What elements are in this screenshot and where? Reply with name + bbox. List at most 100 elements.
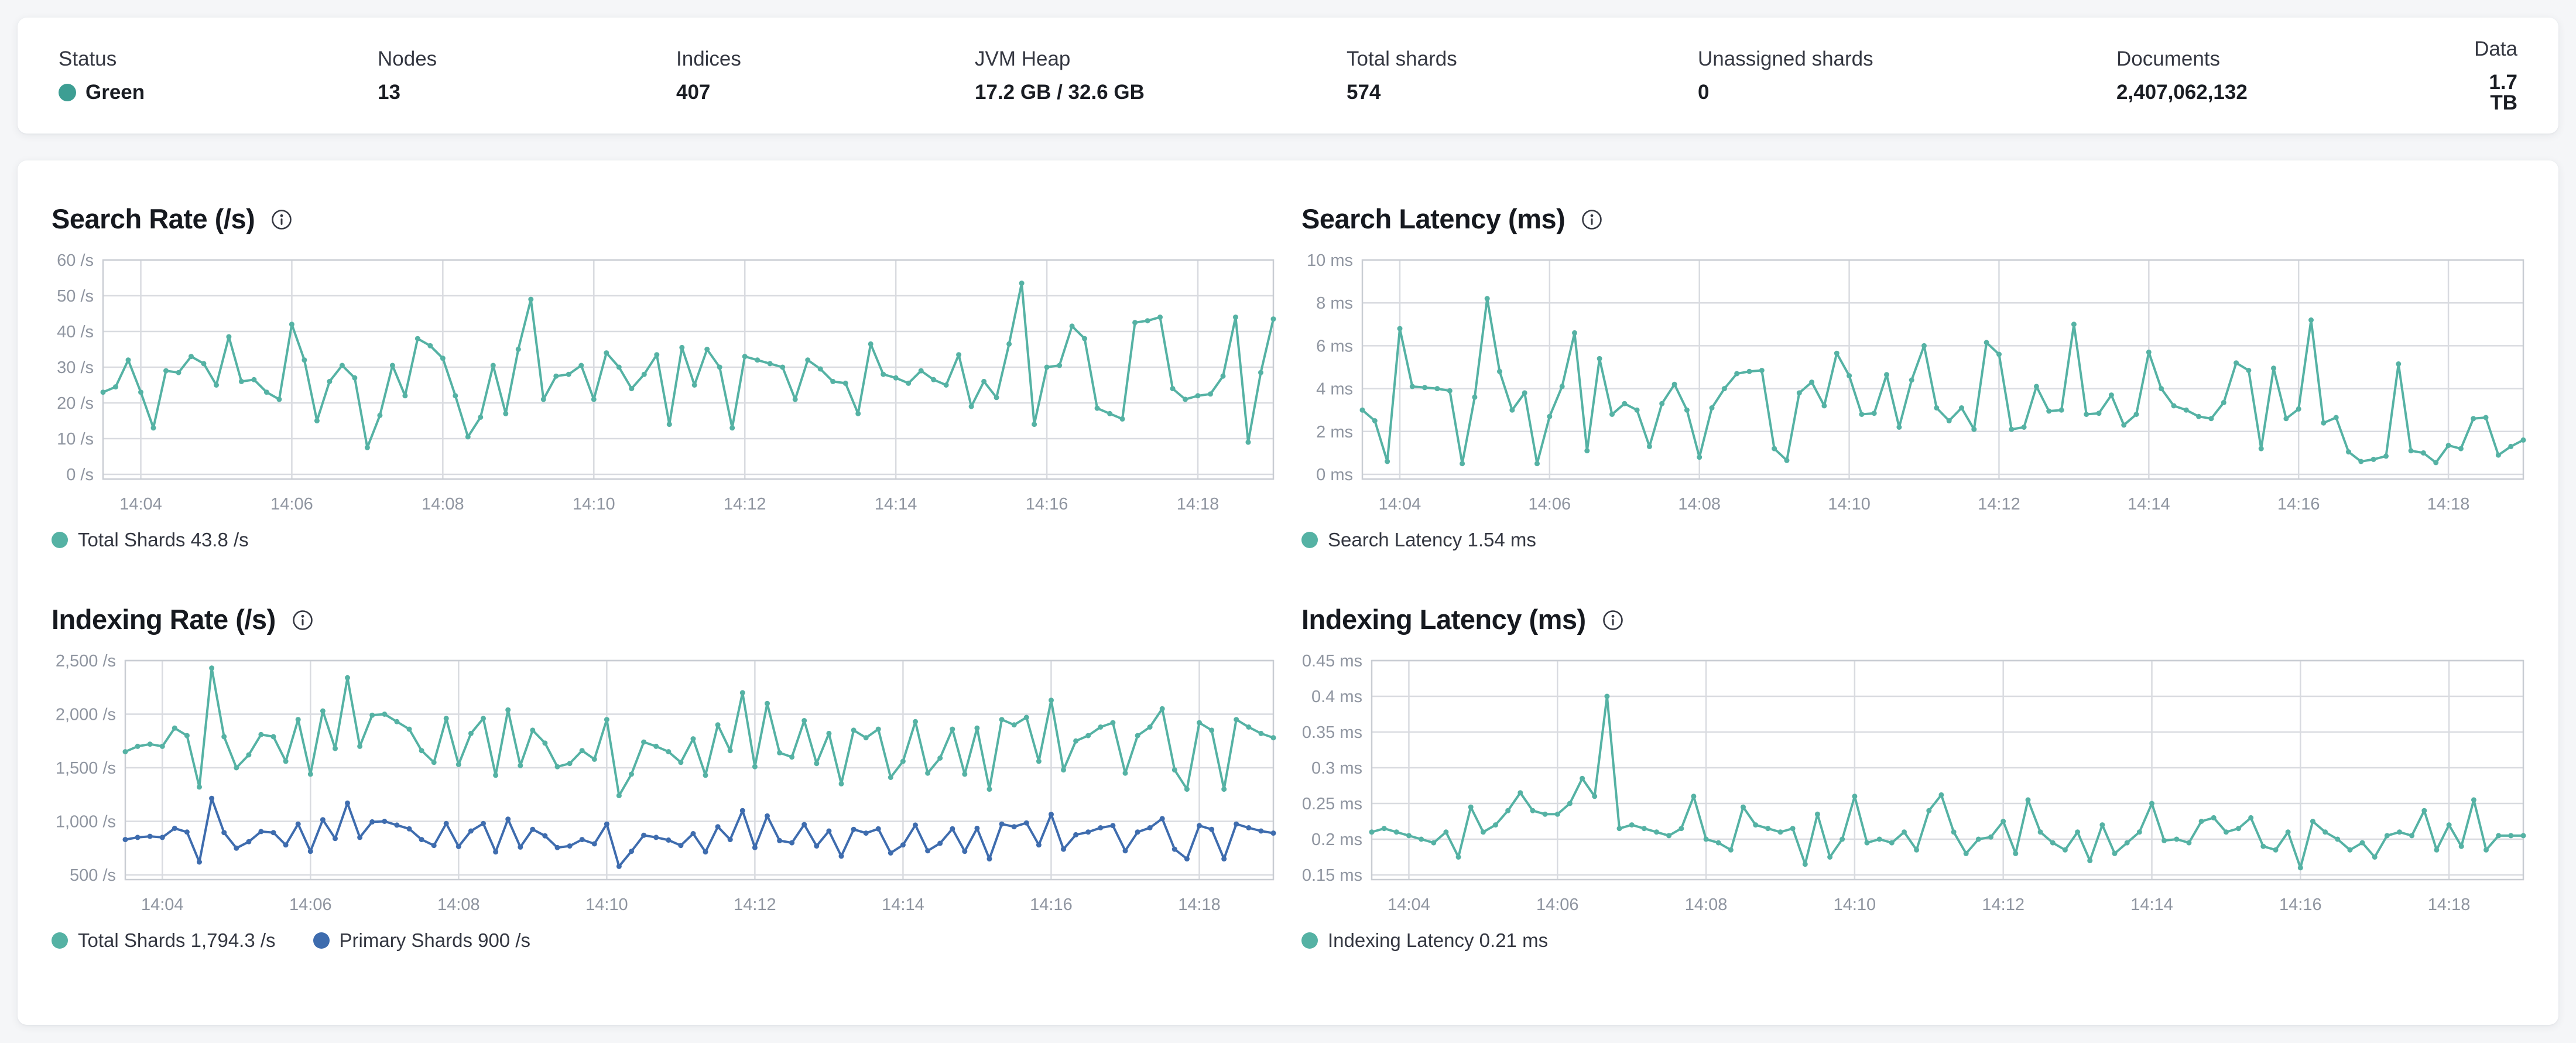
- stat-status-label: Status: [59, 47, 117, 70]
- svg-text:0 /s: 0 /s: [66, 466, 94, 484]
- svg-text:14:12: 14:12: [1982, 895, 2025, 914]
- stat-nodes: Nodes 13: [378, 47, 437, 104]
- stat-total-shards: Total shards 574: [1347, 47, 1457, 104]
- svg-text:14:16: 14:16: [1026, 495, 1068, 514]
- svg-text:14:04: 14:04: [141, 895, 184, 914]
- stat-status-value: Green: [59, 82, 378, 102]
- legend-item[interactable]: Total Shards 43.8 /s: [52, 529, 249, 551]
- info-icon[interactable]: [292, 610, 313, 631]
- svg-text:14:12: 14:12: [1978, 495, 2020, 514]
- svg-text:14:04: 14:04: [119, 495, 162, 514]
- indexing-rate-chart: Indexing Rate (/s) 500 /s 1,000 /s 1,500 /…: [47, 599, 1279, 952]
- indexing-latency-chart: Indexing Latency (ms) 0.15 ms 0.2 ms 0.25 …: [1297, 599, 2529, 952]
- legend-dot-icon: [52, 532, 68, 548]
- svg-text:0.4 ms: 0.4 ms: [1311, 688, 1362, 706]
- legend-item[interactable]: Search Latency 1.54 ms: [1301, 529, 1536, 551]
- legend-dot-icon: [1301, 532, 1318, 548]
- svg-text:14:08: 14:08: [1678, 495, 1721, 514]
- search-latency-chart: Search Latency (ms) 0 ms 2 ms 4 ms 6 ms 8 ms…: [1297, 198, 2529, 551]
- svg-text:14:16: 14:16: [1030, 895, 1073, 914]
- metrics-charts-panel: Search Rate (/s) 0 /s 10 /s 20 /s 30 /s 40 /…: [18, 160, 2558, 1025]
- svg-text:14:14: 14:14: [875, 495, 917, 514]
- search-latency-plot: 0 ms 2 ms 4 ms 6 ms 8 ms 10 ms 14:04 14:06 14:08…: [1297, 245, 2529, 523]
- svg-text:30 /s: 30 /s: [57, 358, 94, 377]
- search-latency-legend: Search Latency 1.54 ms: [1297, 529, 2529, 551]
- svg-text:14:10: 14:10: [585, 895, 628, 914]
- svg-text:0.45 ms: 0.45 ms: [1302, 652, 1362, 671]
- svg-text:4 ms: 4 ms: [1316, 380, 1353, 399]
- svg-text:0.2 ms: 0.2 ms: [1311, 830, 1362, 849]
- svg-text:2,000 /s: 2,000 /s: [56, 706, 116, 724]
- legend-item[interactable]: Total Shards 1,794.3 /s: [52, 929, 276, 952]
- svg-text:14:16: 14:16: [2277, 495, 2320, 514]
- indexing-latency-title: Indexing Latency (ms): [1301, 603, 1586, 635]
- legend-dot-icon: [52, 932, 68, 949]
- svg-text:14:16: 14:16: [2279, 895, 2322, 914]
- svg-text:14:10: 14:10: [573, 495, 615, 514]
- svg-text:14:08: 14:08: [437, 895, 480, 914]
- svg-text:14:10: 14:10: [1834, 895, 1876, 914]
- svg-text:1,000 /s: 1,000 /s: [56, 813, 116, 832]
- info-icon[interactable]: [1581, 209, 1602, 230]
- stat-status: Status Green: [59, 49, 378, 102]
- stat-indices: Indices 407: [676, 47, 741, 104]
- legend-label: Total Shards 1,794.3 /s: [78, 929, 276, 951]
- svg-text:2 ms: 2 ms: [1316, 423, 1353, 442]
- stat-data-size: Data 1.7 TB: [2474, 37, 2517, 114]
- stat-status-text: Green: [85, 81, 145, 104]
- legend-dot-icon: [1301, 932, 1318, 949]
- indexing-rate-legend: Total Shards 1,794.3 /s Primary Shards 90…: [47, 929, 1279, 952]
- search-rate-chart: Search Rate (/s) 0 /s 10 /s 20 /s 30 /s 40 /…: [47, 198, 1279, 551]
- svg-text:14:04: 14:04: [1388, 895, 1430, 914]
- svg-text:1,500 /s: 1,500 /s: [56, 759, 116, 778]
- svg-text:14:12: 14:12: [724, 495, 766, 514]
- svg-text:14:18: 14:18: [1177, 495, 1220, 514]
- svg-text:40 /s: 40 /s: [57, 323, 94, 341]
- cluster-overview-panel: Status Green Nodes 13 Indices 407 JVM He…: [18, 18, 2558, 134]
- indexing-rate-title: Indexing Rate (/s): [52, 603, 276, 635]
- svg-text:10 ms: 10 ms: [1307, 251, 1353, 270]
- svg-text:50 /s: 50 /s: [57, 287, 94, 306]
- svg-text:14:04: 14:04: [1379, 495, 1421, 514]
- svg-text:6 ms: 6 ms: [1316, 337, 1353, 355]
- svg-text:14:18: 14:18: [2427, 495, 2470, 514]
- legend-label: Indexing Latency 0.21 ms: [1328, 929, 1549, 951]
- chart-canvas: 0.15 ms 0.2 ms 0.25 ms 0.3 ms 0.35 ms 0.4 ms 0…: [1302, 652, 2526, 914]
- indexing-latency-plot: 0.15 ms 0.2 ms 0.25 ms 0.3 ms 0.35 ms 0.4 ms 0…: [1297, 645, 2529, 924]
- svg-text:0.35 ms: 0.35 ms: [1302, 723, 1362, 742]
- chart-canvas: 0 ms 2 ms 4 ms 6 ms 8 ms 10 ms 14:04 14:06 14:08…: [1307, 251, 2526, 514]
- legend-label: Total Shards 43.8 /s: [78, 529, 249, 550]
- legend-label: Primary Shards 900 /s: [339, 929, 531, 951]
- svg-text:14:10: 14:10: [1828, 495, 1871, 514]
- svg-text:2,500 /s: 2,500 /s: [56, 652, 116, 671]
- stat-documents: Documents 2,407,062,132: [2116, 47, 2248, 104]
- info-icon[interactable]: [271, 209, 292, 230]
- search-latency-title: Search Latency (ms): [1301, 203, 1566, 234]
- legend-dot-icon: [313, 932, 330, 949]
- svg-text:0.15 ms: 0.15 ms: [1302, 866, 1362, 885]
- svg-text:0.25 ms: 0.25 ms: [1302, 795, 1362, 813]
- svg-text:14:06: 14:06: [289, 895, 332, 914]
- search-rate-title: Search Rate (/s): [52, 203, 255, 234]
- svg-text:500 /s: 500 /s: [70, 866, 116, 885]
- legend-item[interactable]: Primary Shards 900 /s: [313, 929, 530, 952]
- svg-text:14:06: 14:06: [1536, 895, 1579, 914]
- svg-text:60 /s: 60 /s: [57, 251, 94, 270]
- indexing-latency-legend: Indexing Latency 0.21 ms: [1297, 929, 2529, 952]
- chart-canvas: 0 /s 10 /s 20 /s 30 /s 40 /s 50 /s 60 /s 14:04 1…: [57, 251, 1276, 514]
- stat-unassigned-shards: Unassigned shards 0: [1698, 47, 1873, 104]
- svg-text:14:14: 14:14: [882, 895, 924, 914]
- indexing-rate-plot: 500 /s 1,000 /s 1,500 /s 2,000 /s 2,500 /s 14…: [47, 645, 1279, 924]
- info-icon[interactable]: [1602, 610, 1623, 631]
- stat-jvm-heap: JVM Heap 17.2 GB / 32.6 GB: [975, 47, 1145, 104]
- svg-text:14:06: 14:06: [1529, 495, 1571, 514]
- svg-text:14:14: 14:14: [2130, 895, 2173, 914]
- svg-text:20 /s: 20 /s: [57, 394, 94, 413]
- svg-text:14:12: 14:12: [734, 895, 776, 914]
- svg-text:0.3 ms: 0.3 ms: [1311, 759, 1362, 778]
- health-status-dot-icon: [59, 83, 76, 101]
- svg-text:14:08: 14:08: [1685, 895, 1728, 914]
- svg-text:14:08: 14:08: [422, 495, 464, 514]
- legend-item[interactable]: Indexing Latency 0.21 ms: [1301, 929, 1548, 952]
- svg-text:8 ms: 8 ms: [1316, 294, 1353, 313]
